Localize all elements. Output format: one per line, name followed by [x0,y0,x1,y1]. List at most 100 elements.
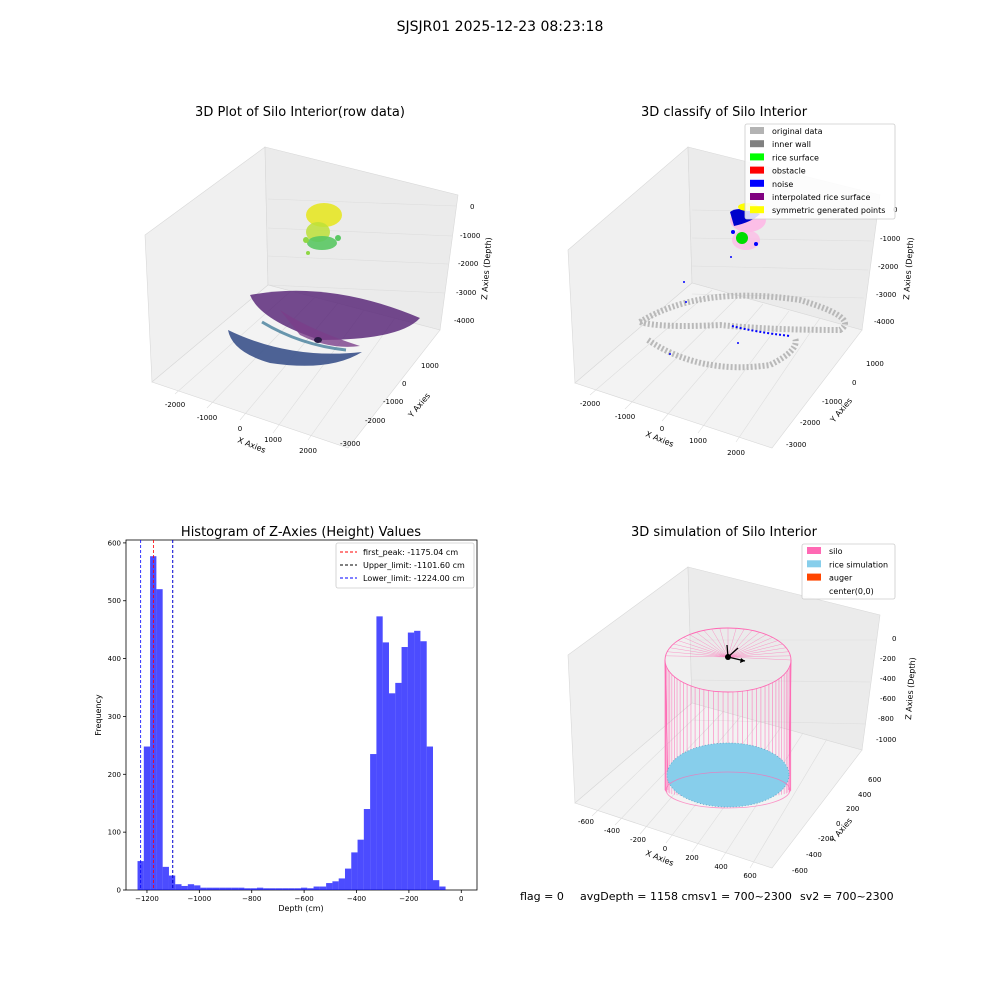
x-tick-label: −800 [242,895,261,903]
histogram-bar [231,887,239,890]
silo-roof-wire [703,630,729,658]
legend-swatch [750,166,764,174]
silo-roof-wire [719,628,729,658]
tick-z: -1000 [876,736,896,744]
tick-y: 600 [868,776,881,784]
histogram-bar [407,632,415,890]
histogram-bar [376,616,383,890]
tick-z: -2000 [458,260,478,268]
silo-roof-wire [665,655,729,658]
histogram-bar [414,630,421,890]
histogram-bar [326,883,333,890]
legend-entry: silo [829,547,843,556]
histogram-bar [181,885,188,890]
histogram-bar [238,887,245,890]
histogram-xlabel: Depth (cm) [278,904,323,913]
histogram-bar [432,880,440,890]
tick-x: -2000 [165,401,185,409]
tick-y: 1000 [421,362,439,370]
original-data-points [632,292,848,371]
legend-entry: symmetric generated points [772,206,885,215]
tick-y: -2000 [365,417,385,425]
legend-entry: obstacle [772,167,806,176]
tick-z: -3000 [876,291,896,299]
tick-y: -1000 [383,398,403,406]
histogram-bar [382,642,389,890]
tick-x: 0 [663,845,667,853]
histogram-bar [168,875,176,890]
y-tick-label: 200 [108,771,121,779]
legend-entry: Upper_limit: -1101.60 cm [363,561,465,570]
legend-swatch [750,179,764,187]
tick-z: -4000 [874,318,894,326]
panel-classify-title: 3D classify of Silo Interior [641,105,808,120]
tick-x: -1000 [197,414,217,422]
histogram-y-ticks: 0 100 200 300 400 500 600 [108,539,126,895]
legend-swatch [807,547,821,554]
legend-swatch [750,153,764,161]
tick-x: 0 [660,425,664,433]
x-tick-label: −600 [295,895,314,903]
histogram-bar [294,888,301,890]
tick-z: -400 [880,675,896,683]
legend-entry: noise [772,180,793,189]
silo-roof-wire [727,637,773,658]
silo-roof-wire [727,640,779,658]
legend-entry: auger [829,574,853,583]
tick-x: 600 [743,872,756,880]
histogram-bar [200,887,207,890]
x-tick-label: −1200 [135,895,159,903]
histogram-bar [319,886,327,890]
tick-z: -1000 [880,235,900,243]
tick-z: 0 [892,635,896,643]
silo-roof-wire [673,643,729,658]
tick-x: 2000 [727,449,745,457]
tick-x: -200 [630,836,646,844]
tick-y: 0 [402,380,406,388]
histogram-bar [206,887,213,890]
histogram-ylabel: Frequency [94,694,103,736]
auger-marker [725,644,746,663]
legend-swatch [750,193,764,200]
histogram-bar [162,866,169,890]
tick-x: 1000 [264,436,282,444]
simulation-title: 3D simulation of Silo Interior [631,525,818,540]
histogram-bars [137,556,446,890]
pane-floor [574,282,863,449]
silo-bottom-edge [665,771,791,809]
silo-roof-wire [727,634,767,658]
histogram-bar [307,888,314,890]
silo-roof-wire [683,637,729,658]
axis-label-x: X Axies [236,436,267,455]
tick-x: 200 [685,854,698,862]
histogram-bar [363,809,371,890]
legend-entry: inner wall [772,140,811,149]
tick-y: -400 [806,851,822,859]
histogram-bar [401,647,408,890]
tick-z: -1000 [460,232,480,240]
silo-roof-wire [689,634,729,658]
axis-label-y: Y Axies [406,391,432,420]
tick-y: -200 [818,835,834,843]
silo-roof-wire [727,655,791,658]
legend-entry: Lower_limit: -1224.00 cm [363,574,465,583]
tick-y: -1000 [822,398,842,406]
histogram-reference-lines [140,540,174,890]
histogram-bar [269,888,276,890]
silo-roof-wire [677,640,729,658]
panel-classify-3d: 3D classify of Silo Interior [567,105,915,457]
histogram-bar [388,693,396,890]
histogram-bar [250,888,257,890]
histogram-bar [300,887,308,890]
x-tick-label: −400 [347,895,366,903]
tick-x: 1000 [689,437,707,445]
histogram-bar [426,746,433,890]
histogram-bar [338,878,345,890]
simulation-legend: silo rice simulation auger center(0,0) [801,543,896,600]
histogram-bar [357,839,364,890]
histogram-bar [219,887,226,890]
silo-roof-wire [727,628,745,658]
tick-y: 0 [852,379,856,387]
silo-roof-wire [727,647,787,658]
